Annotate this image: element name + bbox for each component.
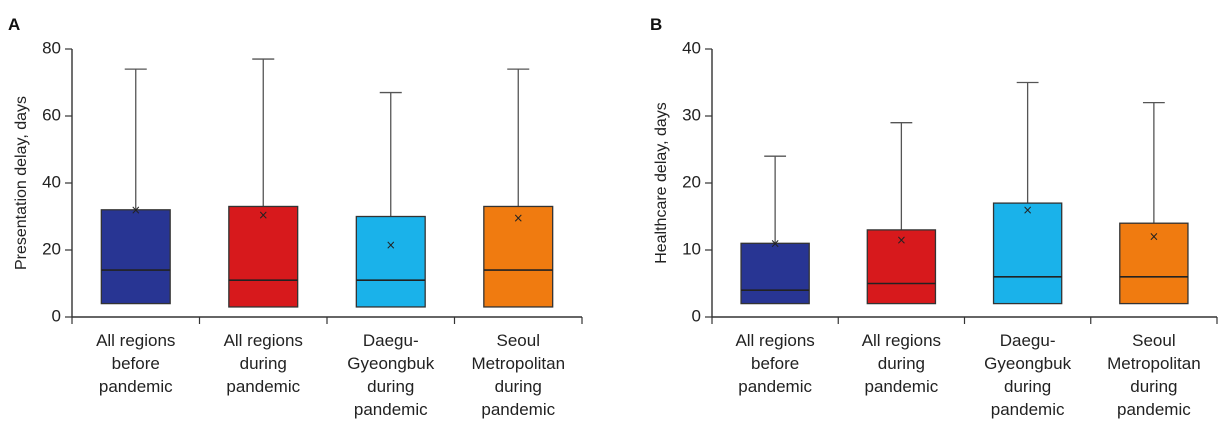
x-category-label-line: All regions [96,331,175,350]
x-category-label-line: during [495,377,542,396]
x-category-label-line: Gyeongbuk [347,354,434,373]
x-category-label-line: pandemic [991,400,1065,419]
x-category-label-line: during [1004,377,1051,396]
x-category-label-line: pandemic [1117,400,1191,419]
box-3 [992,202,1063,305]
mean-marker: × [131,203,141,217]
x-category-label-line: All regions [735,331,814,350]
panel-label-a: A [8,15,20,34]
x-category-label-line: Daegu- [1000,331,1056,350]
box-2 [228,205,299,308]
x-category-label-line: during [367,377,414,396]
y-axis-label: Healthcare delay, days [653,102,670,264]
y-tick-label: 40 [42,172,61,191]
y-tick-label: 10 [682,239,701,258]
x-category-label-line: Seoul [1132,331,1175,350]
mean-marker: × [770,236,780,250]
box-4 [1119,222,1189,305]
mean-marker: × [386,238,396,252]
mean-marker: × [1023,203,1033,217]
box-1 [100,209,171,305]
x-category-label: Daegu- Gyeongbuk during pandemic [984,331,1071,419]
box-2 [866,229,937,305]
mean-marker: × [896,233,906,247]
y-tick-label: 60 [42,105,61,124]
x-category-label: All regions during pandemic [862,331,941,396]
x-category-label-line: during [240,354,287,373]
x-category-label-line: pandemic [354,400,428,419]
x-category-label: Daegu- Gyeongbuk during pandemic [347,331,434,419]
box-3 [355,215,426,308]
mean-marker: × [513,211,523,225]
x-category-label: Seoul Metropolitan during pandemic [471,331,565,419]
x-category-label: All regions before pandemic [96,331,175,396]
x-category-label: All regions during pandemic [224,331,303,396]
y-tick-label: 30 [682,105,701,124]
mean-marker: × [258,208,268,222]
x-category-label-line: during [1130,377,1177,396]
x-category-label-line: Gyeongbuk [984,354,1071,373]
y-tick-label: 0 [692,306,701,325]
x-category-label-line: Metropolitan [471,354,565,373]
x-category-label-line: Metropolitan [1107,354,1201,373]
x-category-label-line: All regions [862,331,941,350]
x-category-label-line: before [112,354,160,373]
y-axis-label: Presentation delay, days [13,96,30,270]
x-category-label-line: before [751,354,799,373]
x-category-label: All regions before pandemic [735,331,814,396]
x-category-label-line: Daegu- [363,331,419,350]
y-tick-label: 20 [42,239,61,258]
y-tick-label: 0 [52,306,61,325]
x-category-label-line: All regions [224,331,303,350]
x-category-label: Seoul Metropolitan during pandemic [1107,331,1201,419]
y-tick-label: 40 [682,38,701,57]
box-4 [483,205,554,308]
x-category-label-line: pandemic [738,377,812,396]
x-category-label-line: during [878,354,925,373]
y-tick-label: 20 [682,172,701,191]
mean-marker: × [1149,230,1159,244]
x-category-label-line: pandemic [481,400,555,419]
box-1 [740,242,810,305]
panel-label-b: B [650,15,662,34]
x-category-label-line: pandemic [99,377,173,396]
x-category-label-line: Seoul [497,331,540,350]
x-category-label-line: pandemic [226,377,300,396]
x-category-label-line: pandemic [865,377,939,396]
y-tick-label: 80 [42,38,61,57]
